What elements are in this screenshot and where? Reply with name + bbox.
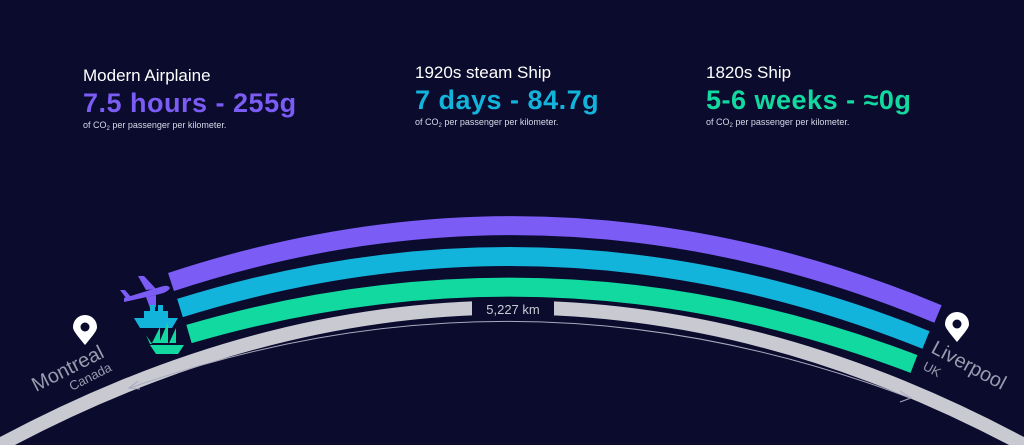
route-band-sailship [186,277,918,373]
distance-arrow [129,320,911,399]
location-pin-icon [945,312,969,342]
stat-caption: of CO2 per passenger per kilometer. [83,120,227,133]
stat-airplane: Modern Airplaine 7.5 hours - 255g of CO2… [83,67,297,132]
stat-title: Modern Airplaine [83,66,211,85]
route-band-airplane [168,216,942,323]
route-band-steamship [177,247,930,349]
distance-arrowhead-right [899,390,913,403]
stat-steamship: 1920s steam Ship 7 days - 84.7g of CO2 p… [415,64,599,129]
location-pin-icon [73,315,97,345]
stat-title: 1820s Ship [706,63,792,82]
stat-caption: of CO2 per passenger per kilometer. [415,117,559,130]
sailship-icon [146,322,184,354]
stat-value: 5-6 weeks - ≈0g [706,85,912,115]
stat-sailship: 1820s Ship 5-6 weeks - ≈0g of CO2 per pa… [706,64,911,129]
stat-value: 7 days - 84.7g [415,85,600,115]
distance-arrowhead-left [127,380,141,390]
stat-value: 7.5 hours - 255g [83,88,297,118]
distance-label: 5,227 km [486,302,539,317]
airplane-icon [120,276,170,308]
steamship-icon [134,305,178,328]
stat-title: 1920s steam Ship [415,63,552,82]
stat-caption: of CO2 per passenger per kilometer. [706,117,850,130]
